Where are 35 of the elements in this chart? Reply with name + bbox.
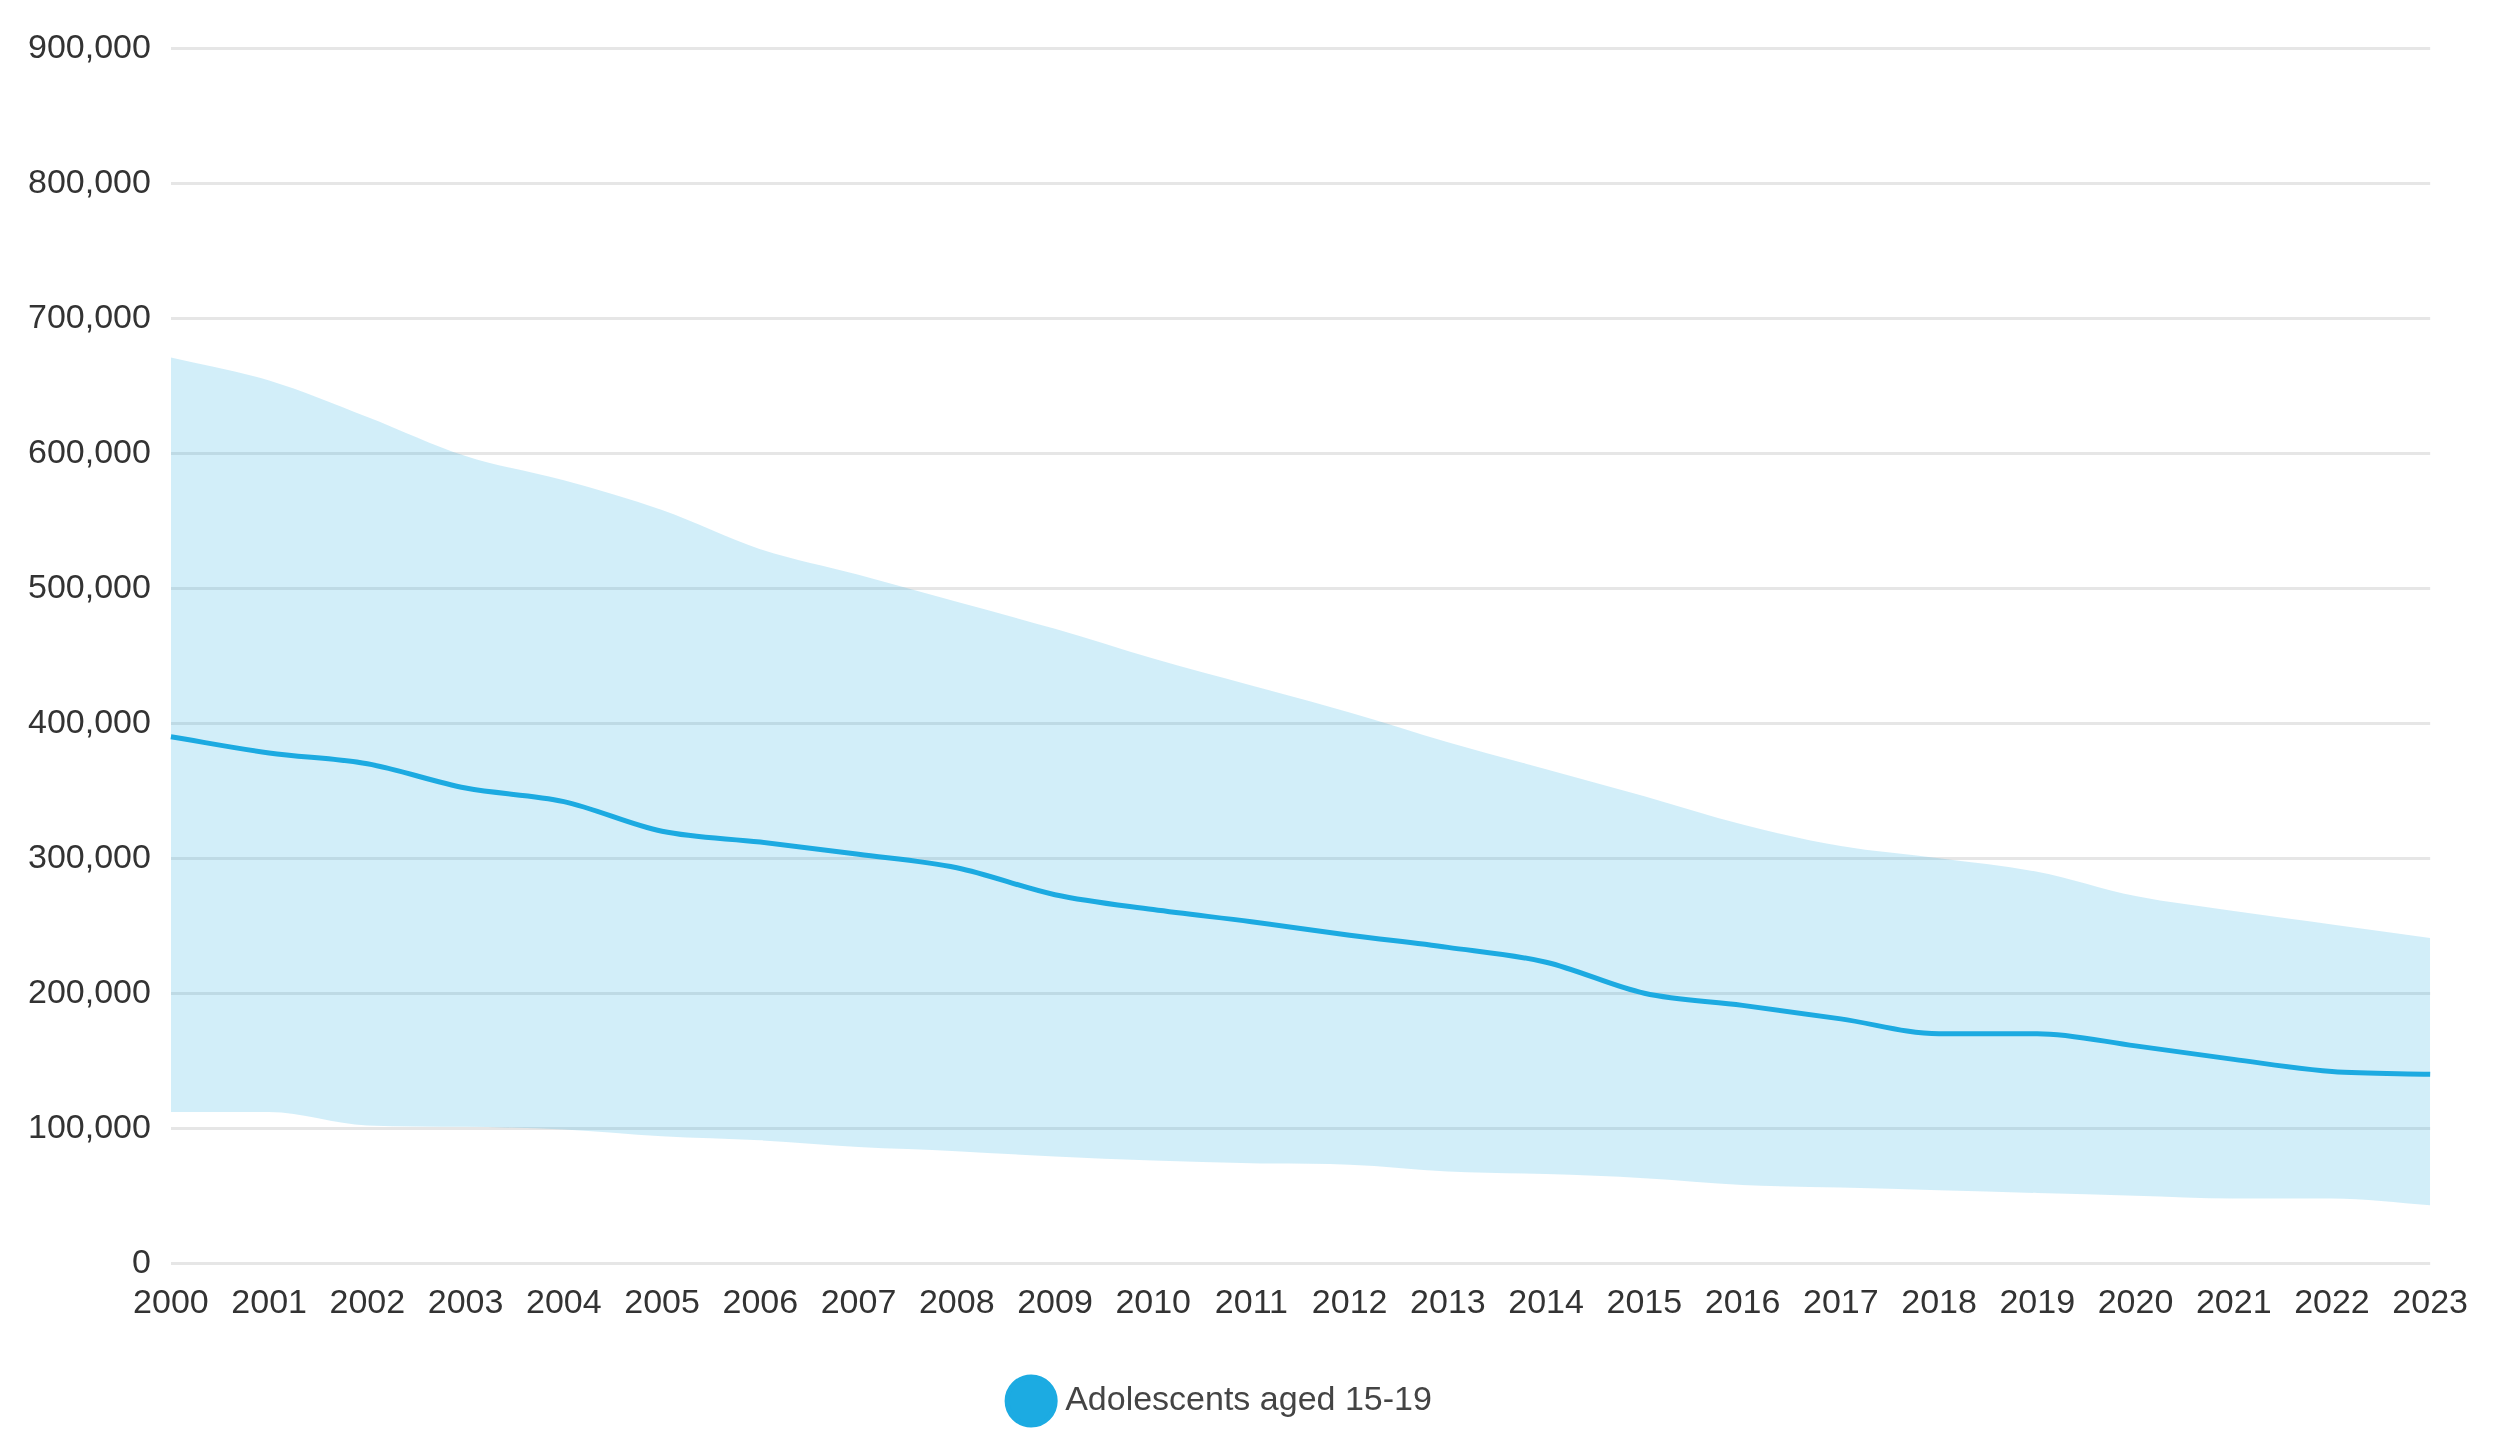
x-tick-label: 2016 bbox=[1704, 1281, 1781, 1320]
x-tick-label: 2018 bbox=[1901, 1281, 1977, 1320]
y-tick-label: 700,000 bbox=[28, 296, 151, 335]
y-tick-label: 300,000 bbox=[28, 836, 151, 875]
x-tick-label: 2007 bbox=[820, 1281, 897, 1320]
x-tick-label: 2023 bbox=[2392, 1281, 2468, 1320]
x-tick-label: 2022 bbox=[2294, 1281, 2370, 1320]
x-tick-label: 2003 bbox=[427, 1281, 504, 1320]
x-tick-label: 2014 bbox=[1508, 1281, 1584, 1320]
x-tick-label: 2009 bbox=[1017, 1281, 1093, 1320]
x-tick-label: 2000 bbox=[133, 1281, 209, 1320]
x-tick-label: 2008 bbox=[918, 1281, 995, 1320]
x-tick-label: 2011 bbox=[1214, 1281, 1288, 1320]
legend-label: Adolescents aged 15-19 bbox=[1065, 1379, 1432, 1418]
x-tick-label: 2017 bbox=[1802, 1281, 1879, 1320]
y-tick-label: 100,000 bbox=[28, 1106, 151, 1145]
x-tick-label: 2019 bbox=[1999, 1281, 2076, 1320]
x-tick-label: 2006 bbox=[722, 1281, 799, 1320]
y-tick-label: 200,000 bbox=[28, 971, 151, 1010]
x-tick-label: 2002 bbox=[329, 1281, 406, 1320]
y-tick-label: 900,000 bbox=[28, 26, 151, 65]
x-tick-label: 2012 bbox=[1311, 1281, 1388, 1320]
y-tick-label: 400,000 bbox=[28, 701, 151, 740]
x-tick-label: 2001 bbox=[231, 1281, 307, 1320]
x-tick-label: 2020 bbox=[2097, 1281, 2174, 1320]
y-tick-label: 500,000 bbox=[28, 566, 151, 605]
x-tick-label: 2004 bbox=[526, 1281, 602, 1320]
y-tick-label: 800,000 bbox=[28, 161, 151, 200]
x-tick-label: 2013 bbox=[1410, 1281, 1486, 1320]
y-tick-label: 600,000 bbox=[28, 431, 151, 470]
x-tick-label: 2010 bbox=[1115, 1281, 1192, 1320]
y-tick-label: 0 bbox=[131, 1241, 151, 1280]
x-tick-label: 2021 bbox=[2195, 1281, 2272, 1320]
x-tick-label: 2015 bbox=[1606, 1281, 1683, 1320]
x-tick-label: 2005 bbox=[624, 1281, 700, 1320]
